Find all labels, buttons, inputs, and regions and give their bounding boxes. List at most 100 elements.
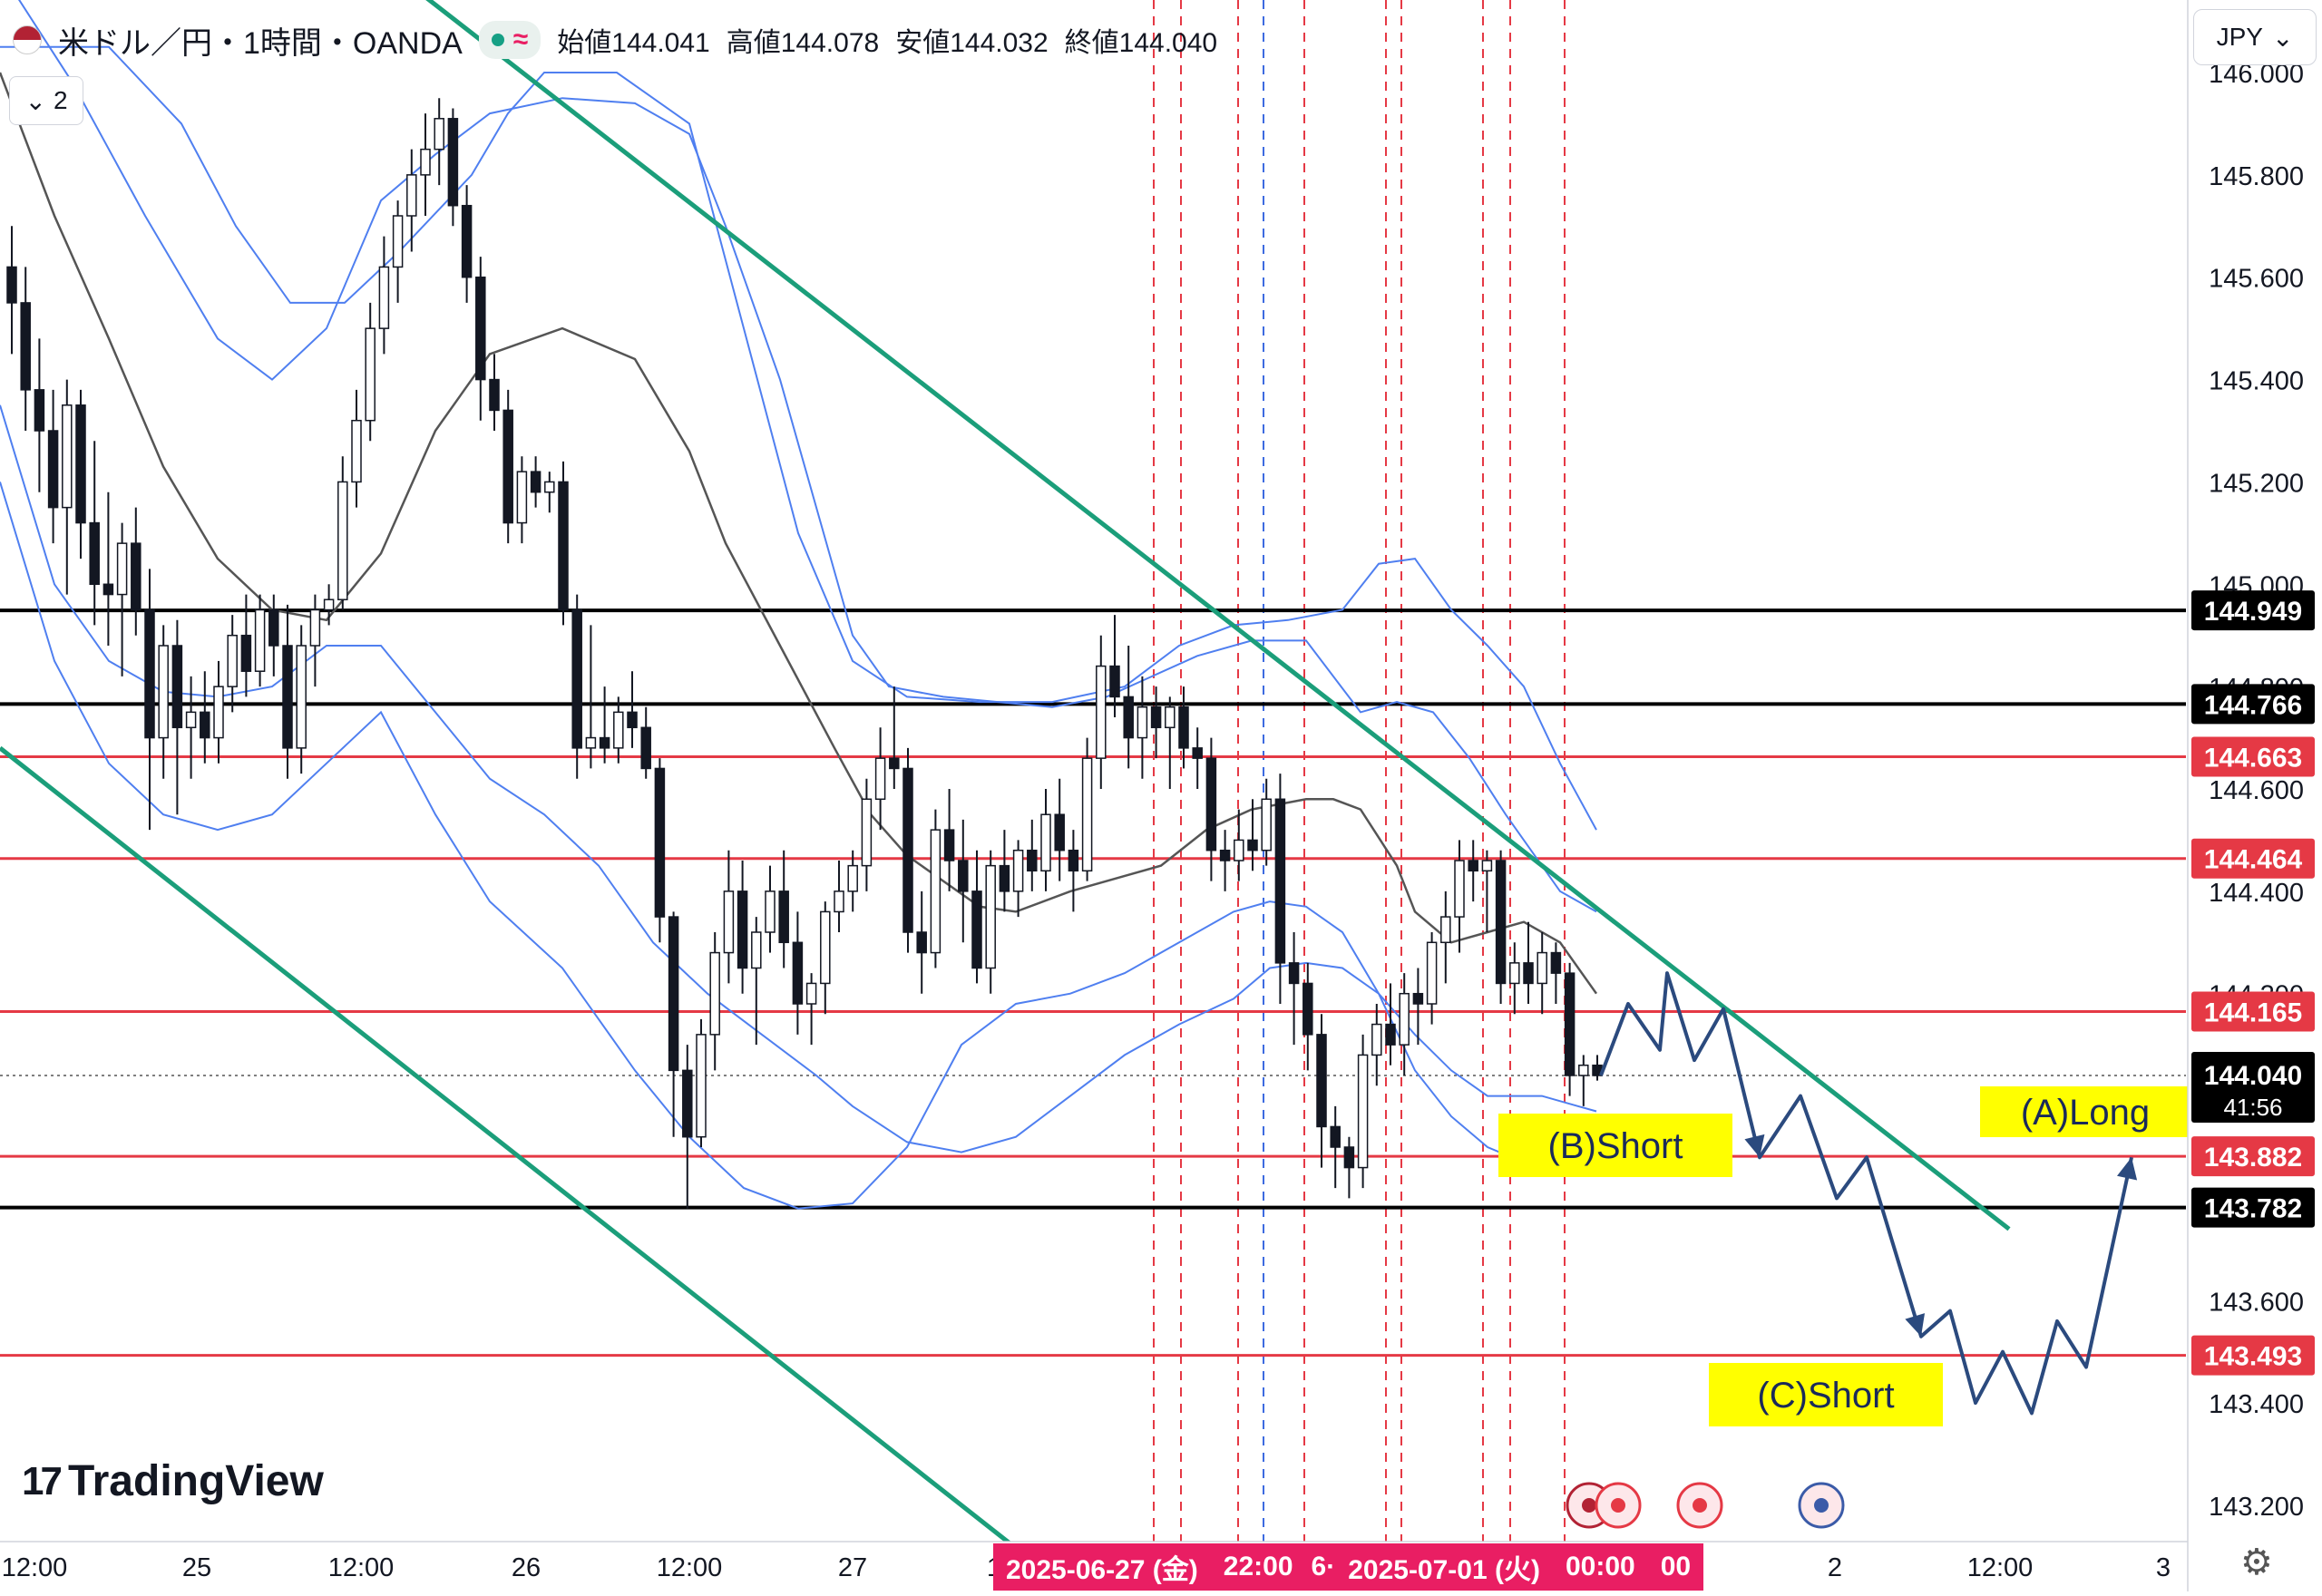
candle-body	[1178, 706, 1189, 749]
x-tick-label: 2	[1828, 1553, 1842, 1582]
candle-body	[1537, 951, 1547, 985]
x-tick-label: 12:00	[1967, 1553, 2034, 1582]
candle-body	[47, 430, 59, 509]
y-tick-label: 143.600	[2209, 1288, 2304, 1317]
tag-time-1: 22:00	[1223, 1552, 1293, 1581]
ohlc-high: 高値144.078	[726, 28, 880, 58]
candle-body	[1481, 860, 1493, 872]
x-tick-label: 12:00	[328, 1553, 395, 1582]
x-tick-label: 12:00	[2, 1553, 68, 1582]
last-price-tag	[2191, 1052, 2315, 1123]
candle-body	[874, 757, 886, 801]
candle-body	[765, 890, 776, 933]
price-level-tag-text: 144.949	[2204, 597, 2302, 627]
candle-body	[1247, 839, 1258, 852]
event-flag-icon-dot	[1582, 1498, 1596, 1513]
candle-body	[158, 645, 169, 739]
tradingview-logo[interactable]: 17 TradingView	[22, 1456, 324, 1506]
candle-body	[1054, 813, 1065, 852]
candle-body	[185, 711, 197, 729]
arrow-head-icon	[2117, 1157, 2138, 1181]
candle-body	[323, 598, 335, 611]
candle-body	[1330, 1125, 1341, 1148]
y-tick-label: 143.400	[2209, 1390, 2304, 1419]
candle-body	[1068, 849, 1079, 872]
market-open-icon	[491, 34, 504, 46]
candle-body	[89, 521, 100, 586]
candle-body	[365, 327, 376, 422]
indicator-collapse-button[interactable]: ⌄ 2	[9, 76, 83, 125]
last-price-text: 144.040	[2204, 1061, 2302, 1091]
candle-body	[516, 471, 528, 524]
candle-body	[1564, 972, 1576, 1076]
candle-body	[1468, 860, 1478, 872]
candle-body	[1274, 798, 1286, 964]
candle-body	[571, 608, 582, 749]
candle-body	[861, 798, 873, 867]
candle-body	[1523, 962, 1534, 985]
candle-body	[1399, 992, 1410, 1046]
us-economic-event-icon-dot	[1814, 1498, 1829, 1513]
candle-body	[1150, 706, 1162, 729]
candle-body	[171, 645, 183, 729]
candle-body	[1371, 1023, 1382, 1056]
price-level-tag-text: 143.782	[2204, 1194, 2302, 1224]
symbol-title[interactable]: 米ドル／円・1時間・OANDA	[58, 25, 463, 61]
candle-body	[116, 542, 128, 596]
crosshair-date-tag-1: 2025-06-27 (金) 22:00 6· 2025-07-01 (火) 0…	[993, 1543, 1704, 1591]
candle-body	[1165, 706, 1176, 729]
currency-select[interactable]: JPY ⌄	[2193, 9, 2317, 65]
candle-body	[585, 736, 597, 749]
price-level-tag-text: 144.663	[2204, 743, 2302, 773]
currency-value: JPY	[2216, 23, 2263, 51]
candle-body	[709, 951, 720, 1036]
candle-body	[296, 645, 307, 749]
event-marker-icon-dot	[1611, 1498, 1625, 1513]
ohlc-low: 安値144.032	[895, 28, 1049, 58]
ohlc-open: 始値144.041	[557, 28, 710, 58]
y-tick-label: 145.200	[2209, 469, 2304, 498]
candle-body	[489, 378, 500, 412]
annotation-c-short: (C)Short	[1757, 1376, 1894, 1416]
candle-body	[889, 757, 900, 770]
candle-body	[1205, 757, 1217, 852]
candle-body	[62, 404, 73, 509]
candle-body	[434, 118, 444, 151]
candle-body	[1550, 951, 1562, 974]
channel-lower-line	[0, 745, 1011, 1542]
y-tick-label: 145.600	[2209, 265, 2304, 294]
y-tick-label: 144.400	[2209, 879, 2304, 908]
chevron-down-icon: ⌄	[2271, 23, 2294, 52]
chevron-down-icon: ⌄	[24, 86, 46, 115]
price-level-tag-text: 144.165	[2204, 998, 2302, 1027]
candle-body	[1385, 1023, 1396, 1046]
candle-body	[75, 404, 86, 524]
price-level-tag-text: 144.464	[2204, 845, 2303, 875]
annotation-c-short-bg	[1709, 1363, 1943, 1426]
candle-body	[958, 860, 969, 892]
candle-body	[1343, 1146, 1355, 1169]
candle-body	[268, 608, 279, 647]
candle-body	[200, 711, 210, 739]
candle-body	[1316, 1034, 1327, 1128]
settings-gear-icon[interactable]: ⚙	[2240, 1542, 2273, 1582]
candle-body	[1081, 757, 1093, 872]
market-status-pill[interactable]: ≈	[478, 21, 541, 59]
candle-body	[1357, 1054, 1369, 1169]
candle-body	[102, 583, 114, 596]
candle-body	[1288, 962, 1300, 985]
candle-body	[1219, 849, 1231, 861]
candle-body	[751, 931, 762, 969]
data-delay-icon: ≈	[512, 24, 529, 54]
price-level-tag	[2191, 736, 2315, 777]
price-level-tag	[2191, 1136, 2315, 1177]
tag-time-2: 00:00	[1565, 1552, 1635, 1581]
usd-flag-icon	[13, 25, 42, 54]
tag-time-3: 00	[1660, 1552, 1692, 1581]
tag-date-1: 2025-06-27 (金)	[1006, 1555, 1198, 1585]
candle-body	[1509, 962, 1520, 985]
candle-body	[1578, 1064, 1589, 1076]
price-level-tag-text: 143.493	[2204, 1342, 2302, 1372]
